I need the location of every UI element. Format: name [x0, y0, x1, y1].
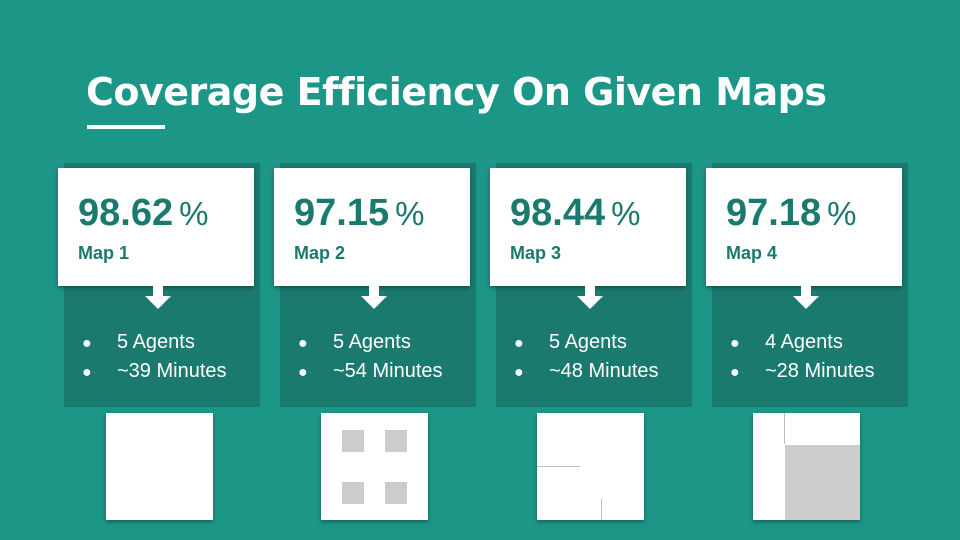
agents-count: 4 Agents [765, 331, 843, 353]
bullet-icon: ● [514, 335, 524, 352]
duration-text: ~48 Minutes [549, 360, 659, 382]
coverage-value: 98.44 [510, 192, 606, 234]
bullet-icon: ● [298, 335, 308, 352]
agents-item: ● 5 Agents [298, 328, 443, 357]
arrow-down-icon [577, 282, 603, 309]
duration-item: ● ~48 Minutes [514, 357, 659, 386]
duration-text: ~28 Minutes [765, 360, 875, 382]
coverage-value: 97.18 [726, 192, 822, 234]
agents-count: 5 Agents [549, 331, 627, 353]
coverage-value: 97.15 [294, 192, 390, 234]
bullet-icon: ● [730, 335, 740, 352]
bullet-icon: ● [514, 364, 524, 381]
arrow-down-icon [361, 282, 387, 309]
map-card-2: 97.15% Map 2 ● 5 Agents ● ~54 Minutes [274, 163, 476, 407]
arrow-down-icon [145, 282, 171, 309]
map-wall [537, 466, 580, 467]
map-obstacle [385, 482, 407, 504]
coverage-percentage: 98.62% [78, 192, 208, 235]
arrow-down-icon [793, 282, 819, 309]
coverage-percentage: 97.15% [294, 192, 424, 235]
duration-item: ● ~39 Minutes [82, 357, 227, 386]
title-underline [87, 125, 165, 129]
stats-list: ● 5 Agents ● ~54 Minutes [298, 328, 443, 386]
map-2-thumbnail [321, 413, 428, 520]
map-1-thumbnail [106, 413, 213, 520]
map-label: Map 1 [78, 243, 130, 263]
map-3-thumbnail [537, 413, 644, 520]
map-card-4: 97.18% Map 4 ● 4 Agents ● ~28 Minutes [706, 163, 908, 407]
agents-count: 5 Agents [117, 331, 195, 353]
map-obstacle [342, 430, 364, 452]
stats-list: ● 5 Agents ● ~48 Minutes [514, 328, 659, 386]
map-obstacle [385, 430, 407, 452]
card-result-box: 98.62% Map 1 [58, 168, 254, 286]
map-label: Map 4 [726, 243, 778, 263]
map-4-thumbnail [753, 413, 860, 520]
stats-list: ● 4 Agents ● ~28 Minutes [730, 328, 875, 386]
percent-sign: % [827, 195, 857, 232]
percent-sign: % [611, 195, 641, 232]
percent-sign: % [179, 195, 209, 232]
map-wall [784, 413, 785, 444]
stats-list: ● 5 Agents ● ~39 Minutes [82, 328, 227, 386]
agents-item: ● 5 Agents [82, 328, 227, 357]
card-result-box: 97.18% Map 4 [706, 168, 902, 286]
map-obstacle [342, 482, 364, 504]
agents-item: ● 4 Agents [730, 328, 875, 357]
map-label: Map 3 [510, 243, 562, 263]
slide-title: Coverage Efficiency On Given Maps [86, 70, 827, 114]
duration-text: ~54 Minutes [333, 360, 443, 382]
duration-item: ● ~28 Minutes [730, 357, 875, 386]
coverage-percentage: 97.18% [726, 192, 856, 235]
bullet-icon: ● [82, 335, 92, 352]
agents-count: 5 Agents [333, 331, 411, 353]
bullet-icon: ● [298, 364, 308, 381]
map-card-1: 98.62% Map 1 ● 5 Agents ● ~39 Minutes [58, 163, 260, 407]
card-result-box: 98.44% Map 3 [490, 168, 686, 286]
map-card-3: 98.44% Map 3 ● 5 Agents ● ~48 Minutes [490, 163, 692, 407]
coverage-percentage: 98.44% [510, 192, 640, 235]
bullet-icon: ● [730, 364, 740, 381]
bullet-icon: ● [82, 364, 92, 381]
card-result-box: 97.15% Map 2 [274, 168, 470, 286]
map-label: Map 2 [294, 243, 346, 263]
map-obstacle [785, 445, 860, 520]
duration-item: ● ~54 Minutes [298, 357, 443, 386]
percent-sign: % [395, 195, 425, 232]
map-wall [601, 499, 602, 520]
coverage-value: 98.62 [78, 192, 174, 234]
duration-text: ~39 Minutes [117, 360, 227, 382]
agents-item: ● 5 Agents [514, 328, 659, 357]
